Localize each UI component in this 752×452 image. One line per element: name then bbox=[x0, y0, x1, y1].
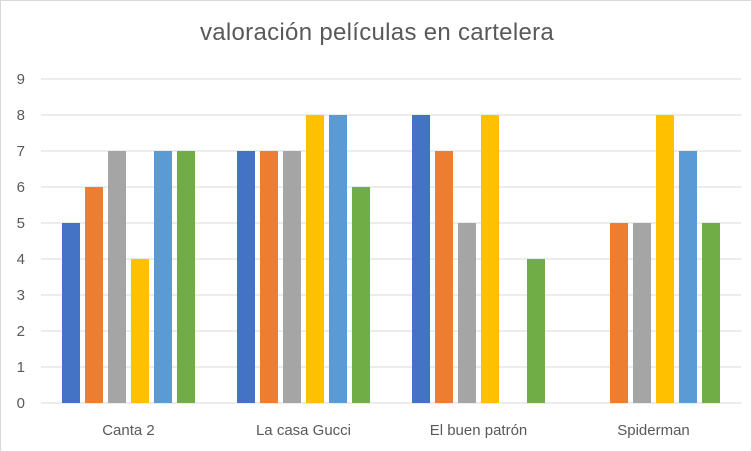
x-category-label: Spiderman bbox=[617, 422, 690, 439]
y-tick-label: 7 bbox=[17, 143, 25, 160]
bar bbox=[131, 259, 149, 403]
y-tick-label: 3 bbox=[17, 287, 25, 304]
y-tick-label: 0 bbox=[17, 395, 25, 412]
bar bbox=[702, 223, 720, 403]
chart-title: valoración películas en cartelera bbox=[199, 19, 555, 46]
bar bbox=[108, 151, 126, 403]
bar bbox=[527, 259, 545, 403]
bars bbox=[62, 115, 720, 403]
bar bbox=[352, 187, 370, 403]
bar bbox=[435, 151, 453, 403]
bar bbox=[458, 223, 476, 403]
y-tick-label: 8 bbox=[17, 107, 25, 124]
y-tick-label: 9 bbox=[17, 71, 25, 88]
x-axis-categories: Canta 2 La casa Gucci El buen patrón Spider… bbox=[102, 422, 690, 439]
bar bbox=[412, 115, 430, 403]
x-category-label: El buen patrón bbox=[430, 422, 528, 439]
bar bbox=[656, 115, 674, 403]
y-axis-ticks: 0 1 2 3 4 5 6 7 8 9 bbox=[17, 71, 25, 412]
y-tick-label: 2 bbox=[17, 323, 25, 340]
y-tick-label: 4 bbox=[17, 251, 25, 268]
bar bbox=[62, 223, 80, 403]
x-category-label: Canta 2 bbox=[102, 422, 155, 439]
x-category-label: La casa Gucci bbox=[256, 422, 351, 439]
bar bbox=[610, 223, 628, 403]
bar bbox=[306, 115, 324, 403]
y-tick-label: 6 bbox=[17, 179, 25, 196]
bar bbox=[177, 151, 195, 403]
y-tick-label: 5 bbox=[17, 215, 25, 232]
bar bbox=[154, 151, 172, 403]
bar bbox=[85, 187, 103, 403]
y-tick-label: 1 bbox=[17, 359, 25, 376]
bar bbox=[260, 151, 278, 403]
bar bbox=[283, 151, 301, 403]
bar bbox=[329, 115, 347, 403]
bar bbox=[679, 151, 697, 403]
bar bbox=[633, 223, 651, 403]
bar bbox=[481, 115, 499, 403]
bar bbox=[237, 151, 255, 403]
